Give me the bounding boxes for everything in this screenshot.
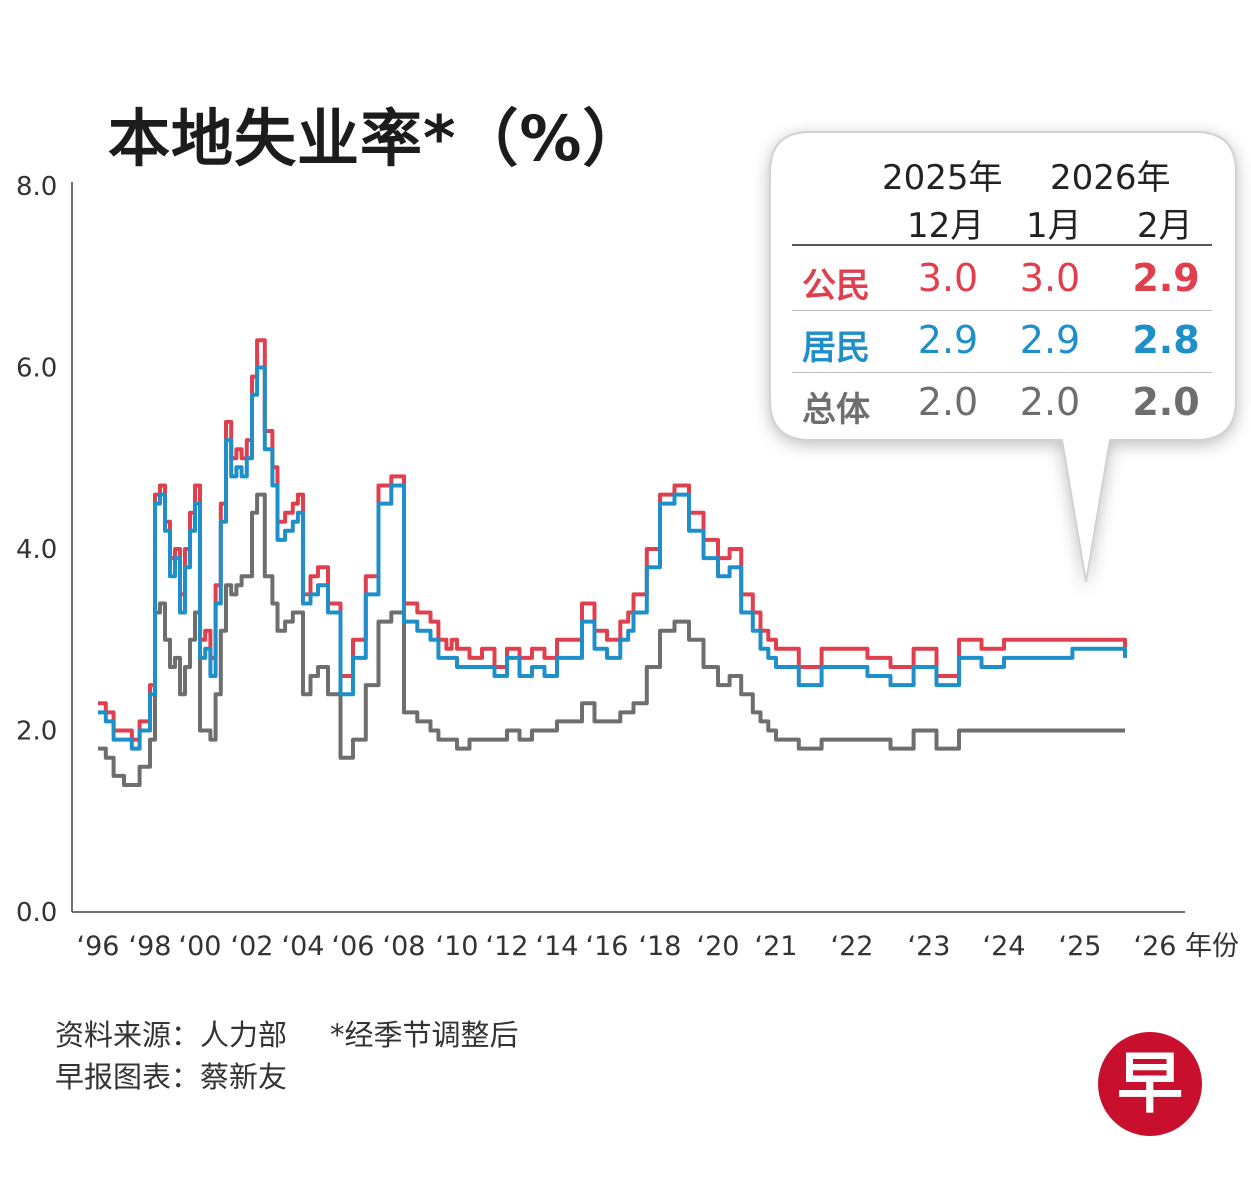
callout-overall-dec: 2.0 (917, 380, 979, 424)
x-tick-label: ‘25 (1059, 931, 1102, 962)
callout-resident-feb: 2.8 (1132, 318, 1200, 362)
chart-axes (71, 182, 1185, 913)
callout-overall-feb: 2.0 (1132, 380, 1200, 424)
x-tick-label: ‘10 (436, 931, 479, 962)
x-tick-label: ‘23 (908, 931, 951, 962)
x-tick-label: ‘08 (383, 931, 426, 962)
callout-resident-dec: 2.9 (917, 318, 979, 362)
footer-credit: 早报图表：蔡新友 (55, 1060, 288, 1094)
unemployment-line-chart: ‘96 ‘98 ‘00 ‘02 ‘04 ‘06 ‘08 ‘10 ‘12 ‘14 ‘16 ‘18 ‘20 ‘… (16, 172, 1239, 962)
callout-header-rule (792, 244, 1212, 246)
callout-year-2025: 2025年 (882, 158, 1003, 198)
x-tick-label: ‘06 (332, 931, 375, 962)
latest-values-callout: 2025年 2026年 12月 1月 2月 公民 3.0 3.0 2.9 居民 … (769, 131, 1237, 583)
x-axis-label: 年份 (1185, 931, 1239, 962)
callout-citizen-jan: 3.0 (1019, 256, 1081, 300)
callout-citizen-feb: 2.9 (1132, 256, 1200, 300)
callout-resident-jan: 2.9 (1019, 318, 1081, 362)
x-tick-label: ‘26 (1134, 931, 1177, 962)
x-tick-label: ‘16 (586, 931, 629, 962)
x-tick-label: ‘02 (231, 931, 274, 962)
callout-overall-jan: 2.0 (1019, 380, 1081, 424)
x-tick-label: ‘04 (282, 931, 325, 962)
x-tick-label: ‘18 (639, 931, 682, 962)
x-axis-ticks: ‘96 ‘98 ‘00 ‘02 ‘04 ‘06 ‘08 ‘10 ‘12 ‘14 ‘16 ‘18 ‘20 ‘… (77, 931, 1239, 962)
callout-row-resident-label: 居民 (802, 328, 870, 368)
x-tick-label: ‘22 (831, 931, 874, 962)
series-line-citizen (98, 338, 1127, 742)
callout-month-jan: 1月 (1026, 206, 1082, 246)
x-tick-label: ‘20 (697, 931, 740, 962)
series-line-resident (98, 365, 1127, 751)
chart-title: 本地失业率*（%） (108, 102, 646, 175)
x-tick-label: ‘00 (179, 931, 222, 962)
x-tick-label: ‘24 (983, 931, 1026, 962)
y-axis-ticks: 0.0 2.0 4.0 6.0 8.0 (16, 172, 57, 928)
x-tick-label: ‘96 (77, 931, 120, 962)
footer-source: 资料来源：人力部 (55, 1018, 288, 1052)
series-layer (98, 338, 1127, 787)
y-tick-label: 8.0 (16, 172, 57, 202)
y-tick-label: 6.0 (16, 354, 57, 384)
x-tick-label: ‘12 (486, 931, 529, 962)
callout-row-citizen-label: 公民 (802, 266, 870, 306)
callout-month-feb: 2月 (1137, 206, 1193, 246)
x-tick-label: ‘14 (536, 931, 579, 962)
callout-rule-2 (792, 372, 1212, 373)
callout-rule-1 (792, 310, 1212, 311)
y-tick-label: 2.0 (16, 717, 57, 747)
callout-citizen-dec: 3.0 (917, 256, 979, 300)
y-tick-label: 0.0 (16, 898, 57, 928)
footer-note: *经季节调整后 (330, 1018, 519, 1052)
callout-year-2026: 2026年 (1050, 158, 1171, 198)
y-tick-label: 4.0 (16, 535, 57, 565)
logo-glyph: 早 (1117, 1045, 1183, 1122)
callout-month-dec: 12月 (907, 206, 985, 246)
x-tick-label: ‘98 (129, 931, 172, 962)
zaobao-logo: 早 (1098, 1032, 1202, 1136)
callout-row-overall-label: 总体 (802, 390, 870, 430)
x-tick-label: ‘21 (755, 931, 798, 962)
